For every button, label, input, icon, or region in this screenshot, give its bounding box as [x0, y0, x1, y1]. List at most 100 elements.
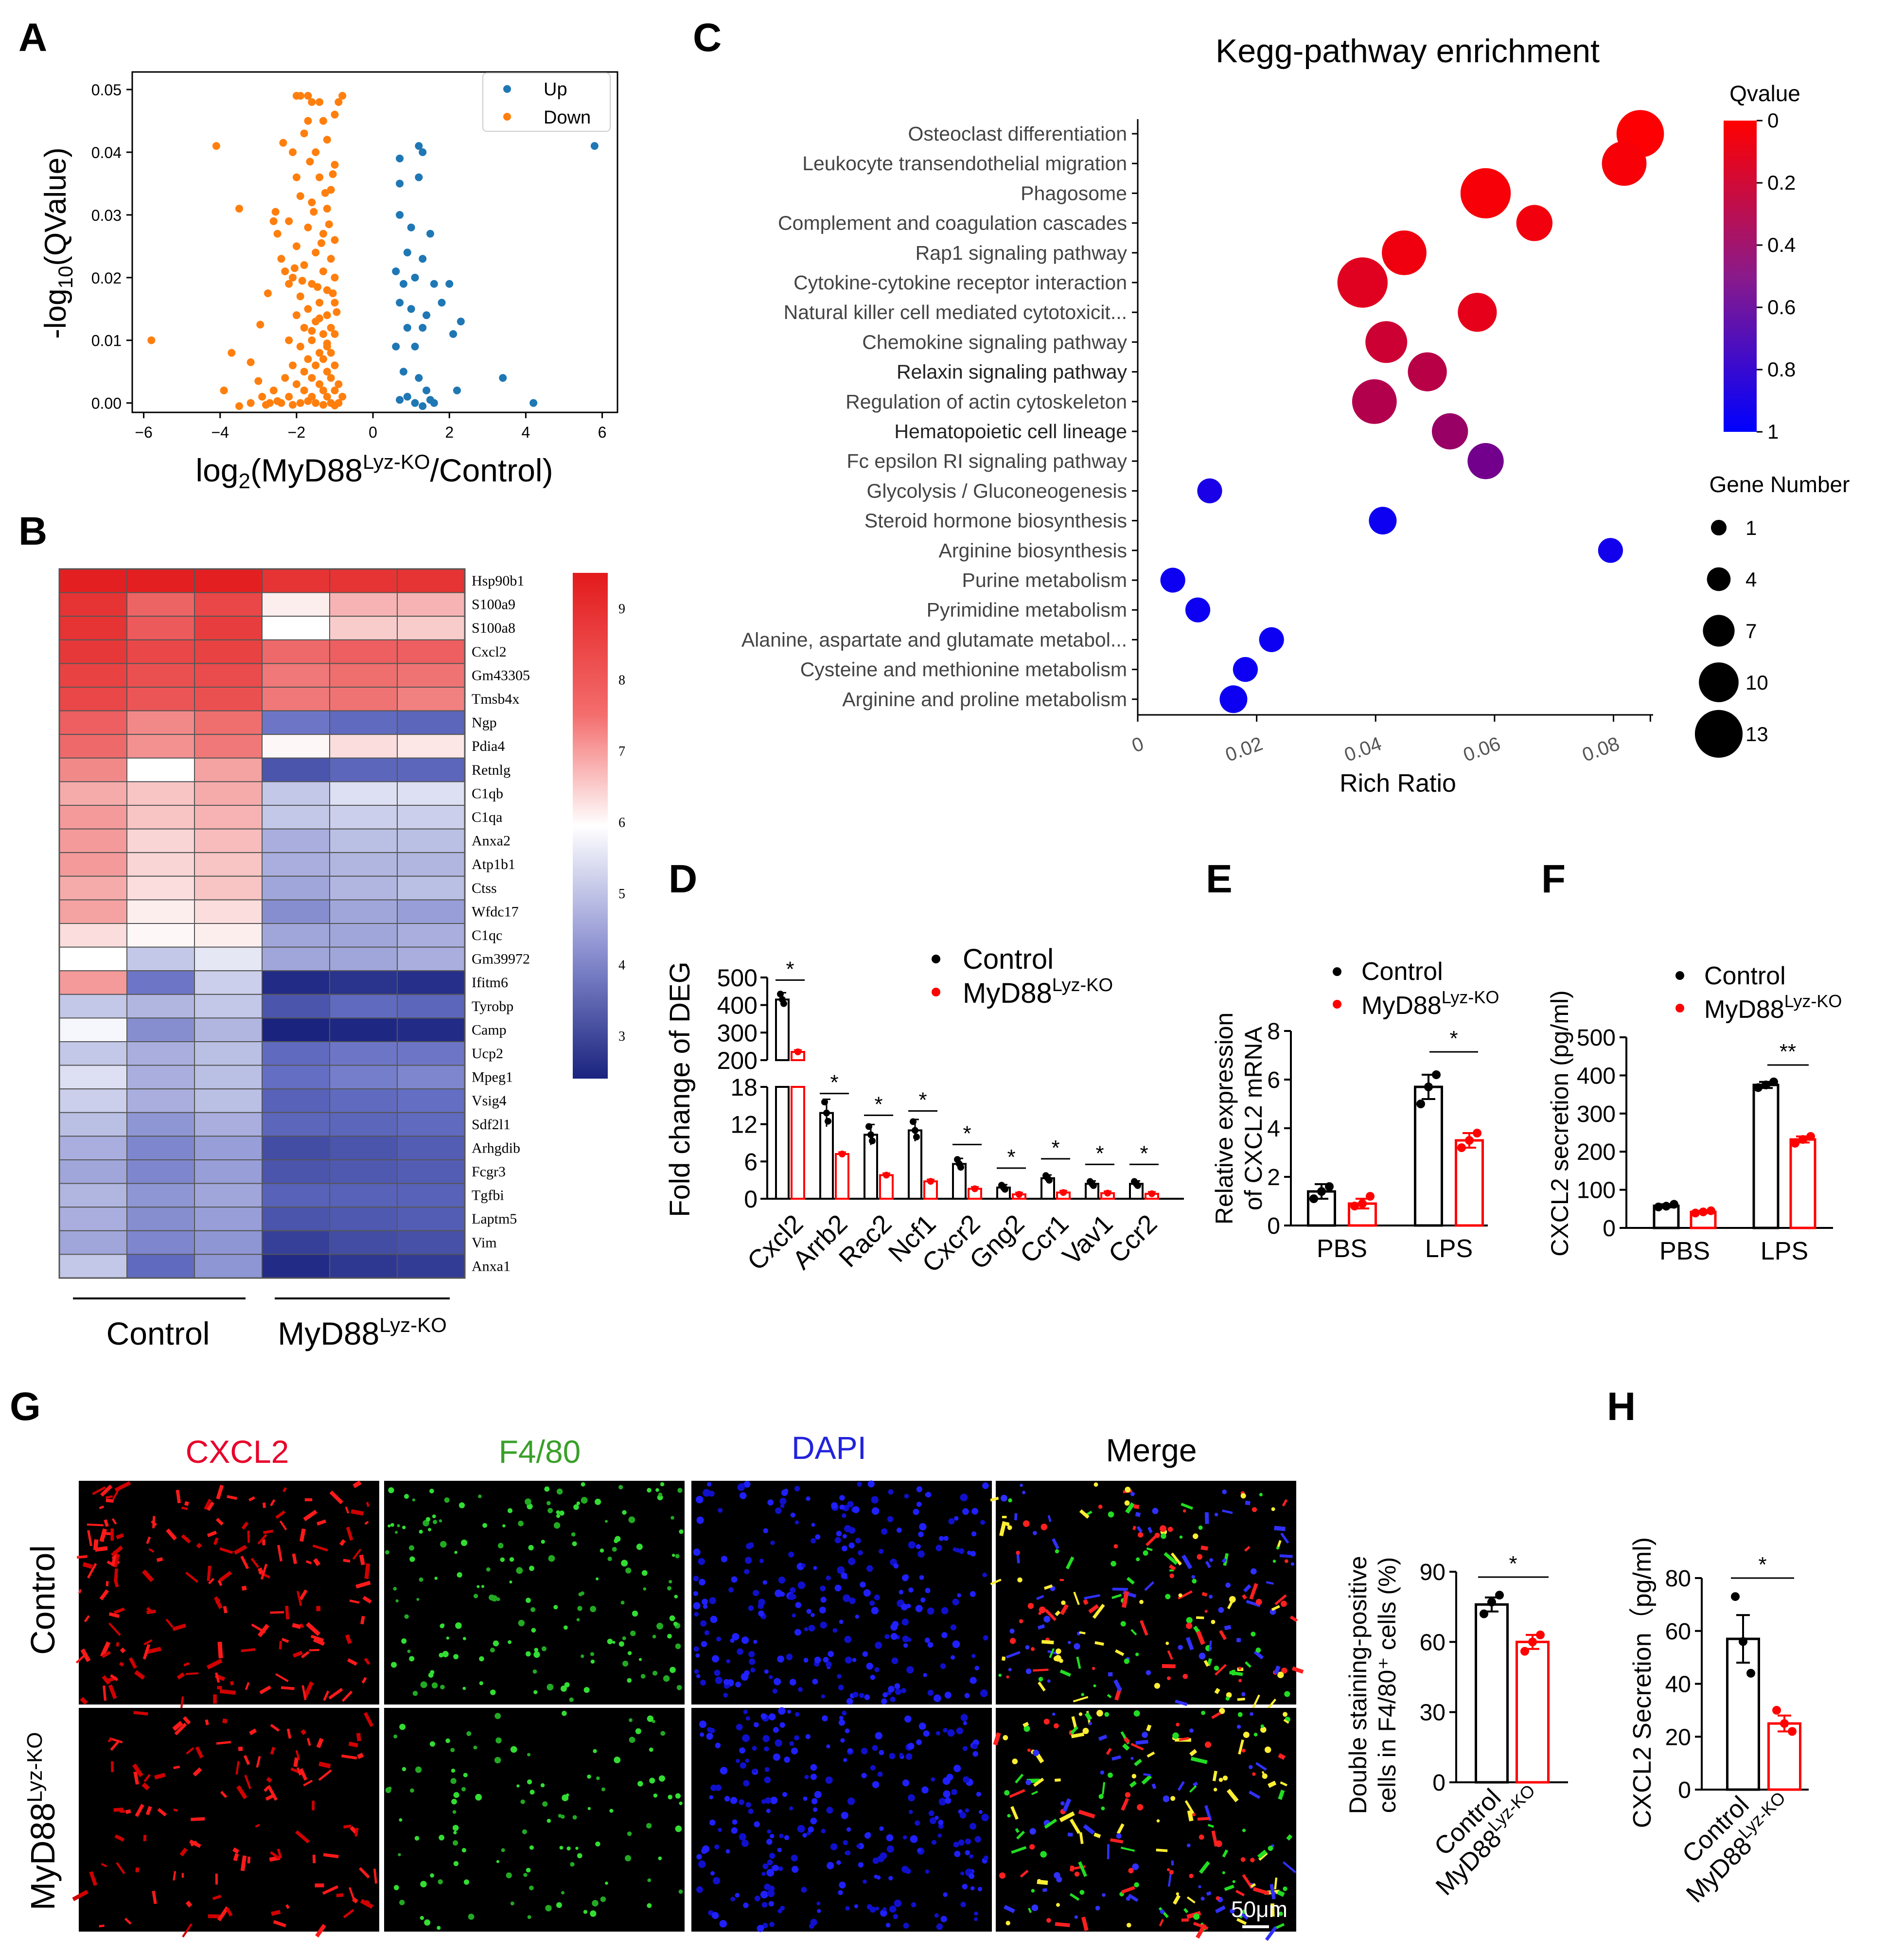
signal-spot — [1206, 1891, 1212, 1896]
signal-spot — [1187, 1810, 1194, 1822]
signal-spot — [299, 1768, 308, 1781]
signal-spot — [904, 1493, 909, 1499]
signal-spot — [1252, 1694, 1260, 1709]
signal-spot — [1007, 1525, 1012, 1530]
data-point — [1366, 1192, 1375, 1201]
signal-spot — [132, 1763, 143, 1777]
signal-spot — [564, 1625, 568, 1630]
signal-spot — [669, 1615, 675, 1621]
data-point — [867, 1131, 874, 1138]
signal-spot — [463, 1879, 470, 1885]
heatmap-cell — [329, 970, 398, 995]
signal-spot — [495, 1737, 502, 1744]
signal-spot — [1283, 1712, 1287, 1717]
signal-spot — [114, 1580, 119, 1588]
heatmap-cell — [262, 592, 330, 617]
heatmap-cell — [194, 946, 263, 972]
data-point — [1791, 1138, 1799, 1148]
heatmap-cell — [397, 710, 465, 735]
heatmap-cell — [262, 805, 330, 830]
signal-spot — [451, 1768, 456, 1773]
signal-spot — [1207, 1824, 1214, 1828]
signal-spot — [547, 1508, 553, 1513]
signal-spot — [698, 1558, 705, 1565]
signal-spot — [618, 1485, 623, 1490]
signal-spot — [879, 1826, 884, 1831]
signal-spot — [206, 1658, 223, 1669]
signal-spot — [1291, 1666, 1304, 1674]
signal-spot — [1191, 1575, 1195, 1579]
signal-spot — [1270, 1903, 1275, 1917]
colorbar-tick-label: 0.6 — [1767, 296, 1796, 319]
signal-spot — [556, 1514, 561, 1518]
signal-spot — [960, 1871, 965, 1876]
signal-spot — [1286, 1834, 1293, 1841]
signal-spot — [882, 1907, 887, 1912]
signal-spot — [1136, 1557, 1140, 1562]
signal-spot — [1181, 1918, 1189, 1922]
signal-spot — [388, 1524, 391, 1527]
heatmap-cell — [262, 852, 330, 877]
data-point — [954, 1156, 961, 1163]
up-point — [419, 323, 427, 332]
down-point — [323, 286, 331, 294]
signal-spot — [647, 1903, 652, 1908]
panel-a-points — [147, 91, 599, 410]
micrograph-tile — [79, 1708, 379, 1932]
up-point — [529, 399, 538, 407]
micrograph-tile — [384, 1708, 685, 1932]
signal-spot — [440, 1685, 445, 1689]
signal-spot — [628, 1516, 635, 1523]
signal-spot — [463, 1773, 468, 1777]
data-point — [912, 1127, 918, 1134]
signal-spot — [976, 1792, 981, 1797]
heatmap-cell — [126, 687, 195, 711]
signal-spot — [969, 1854, 973, 1859]
signal-spot — [100, 1484, 113, 1497]
heatmap-cell — [59, 875, 127, 901]
signal-spot — [429, 1741, 436, 1747]
signal-spot — [1165, 1594, 1171, 1599]
heatmap-cell — [262, 1207, 330, 1231]
signal-spot — [1056, 1876, 1062, 1882]
signal-spot — [452, 1810, 457, 1814]
signal-spot — [1005, 1920, 1010, 1926]
signal-spot — [1253, 1650, 1264, 1660]
heatmap-cell — [59, 1159, 127, 1184]
signal-spot — [1015, 1774, 1024, 1784]
signal-spot — [1182, 1673, 1188, 1679]
signal-spot — [1209, 1640, 1212, 1651]
signal-spot — [748, 1651, 755, 1658]
signal-spot — [699, 1579, 705, 1586]
signal-spot — [419, 1577, 423, 1582]
signal-spot — [762, 1922, 768, 1929]
signal-spot — [479, 1681, 483, 1686]
signal-spot — [1274, 1877, 1278, 1890]
signal-spot — [934, 1913, 939, 1918]
signal-spot — [101, 1863, 107, 1867]
signal-spot — [1055, 1778, 1061, 1782]
signal-spot — [1259, 1492, 1263, 1497]
panel-g-col-cxcl2: CXCL2 — [186, 1434, 289, 1470]
signal-spot — [660, 1731, 666, 1736]
signal-spot — [1204, 1610, 1208, 1613]
heatmap-cell — [397, 875, 465, 901]
signal-spot — [562, 1710, 567, 1716]
signal-spot — [921, 1786, 929, 1794]
signal-spot — [701, 1598, 708, 1605]
signal-spot — [764, 1669, 769, 1674]
down-point — [269, 386, 278, 394]
data-point — [1754, 1083, 1763, 1092]
signal-spot — [217, 1686, 222, 1689]
signal-spot — [1271, 1605, 1280, 1611]
signal-spot — [737, 1648, 743, 1655]
signal-spot — [1023, 1722, 1029, 1727]
signal-spot — [677, 1488, 683, 1493]
signal-spot — [1249, 1583, 1258, 1600]
signal-spot — [1269, 1608, 1276, 1615]
signal-spot — [791, 1747, 798, 1755]
pathway-bubble — [1369, 507, 1397, 535]
signal-spot — [393, 1587, 397, 1591]
signal-spot — [1146, 1547, 1153, 1551]
